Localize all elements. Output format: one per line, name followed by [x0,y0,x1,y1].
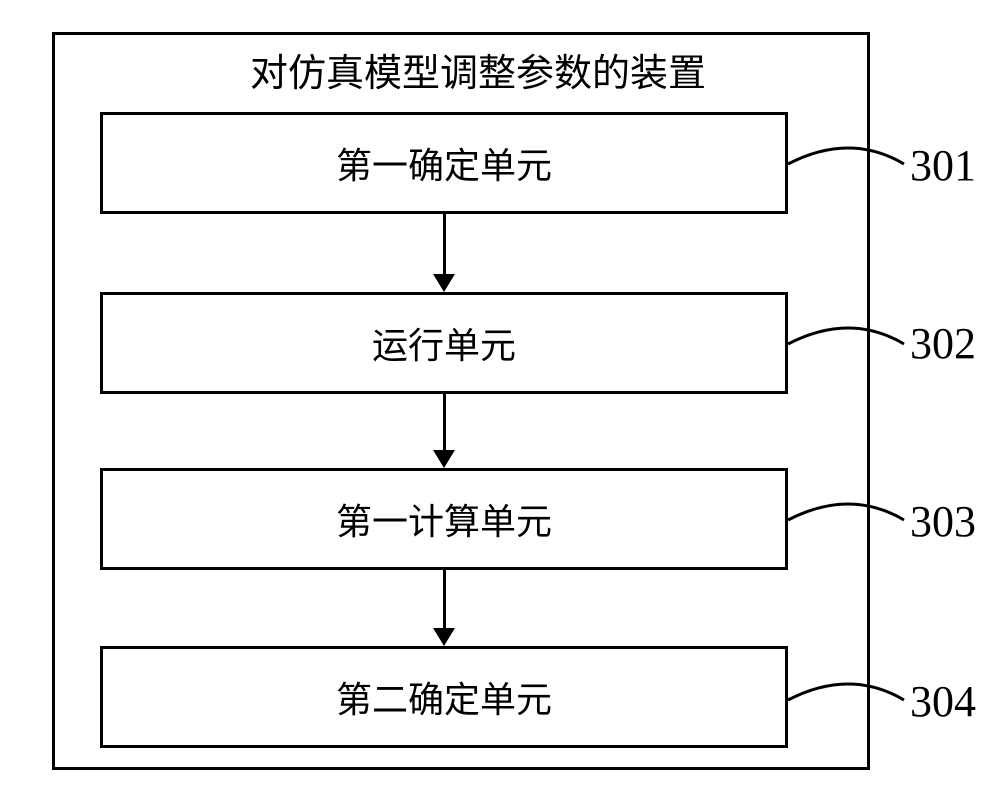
connector-301-icon [784,128,908,168]
node-run-unit: 运行单元 [100,292,788,394]
node-label: 第一计算单元 [336,493,552,545]
arrow-1-to-2-line [443,214,446,274]
connector-302-icon [784,308,908,348]
diagram-title: 对仿真模型调整参数的装置 [250,42,706,97]
connector-304-icon [784,664,908,704]
node-label: 第二确定单元 [336,671,552,723]
ref-number-303: 303 [910,496,976,547]
ref-number-302: 302 [910,318,976,369]
arrow-2-to-3-line [443,394,446,450]
arrow-1-to-2-head-icon [433,274,455,292]
connector-303-icon [784,484,908,524]
node-label: 运行单元 [372,317,516,369]
node-label: 第一确定单元 [336,137,552,189]
node-second-determine-unit: 第二确定单元 [100,646,788,748]
arrow-3-to-4-line [443,570,446,628]
node-first-calc-unit: 第一计算单元 [100,468,788,570]
arrow-3-to-4-head-icon [433,628,455,646]
ref-number-304: 304 [910,676,976,727]
diagram-canvas: 对仿真模型调整参数的装置 第一确定单元 301 运行单元 302 第一计算单元 … [0,0,1000,810]
arrow-2-to-3-head-icon [433,450,455,468]
node-first-determine-unit: 第一确定单元 [100,112,788,214]
ref-number-301: 301 [910,140,976,191]
